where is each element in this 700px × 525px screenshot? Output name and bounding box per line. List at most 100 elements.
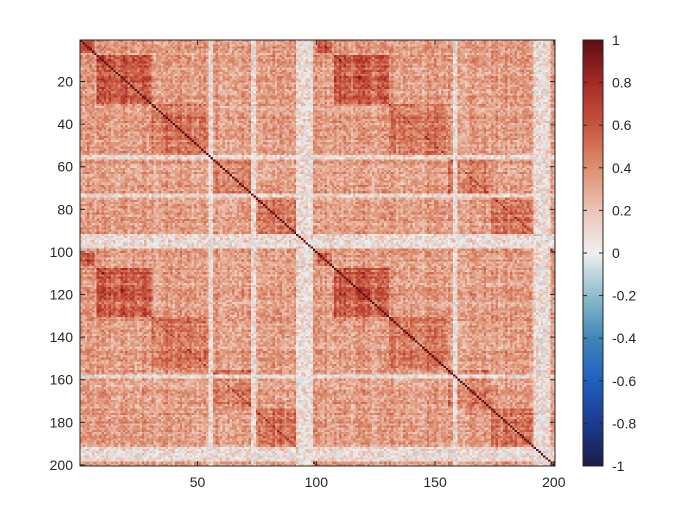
heatmap-cell	[223, 74, 226, 76]
heatmap-cell	[379, 78, 382, 80]
heatmap-cell	[120, 42, 123, 44]
heatmap-cell	[325, 55, 328, 57]
heatmap-cell	[462, 57, 465, 59]
heatmap-cell	[180, 53, 183, 55]
heatmap-cell	[189, 59, 192, 61]
heatmap-cell	[541, 63, 544, 65]
heatmap-cell	[90, 63, 93, 65]
heatmap-cell	[479, 49, 482, 51]
heatmap-cell	[161, 57, 164, 59]
heatmap-cell	[120, 76, 123, 78]
heatmap-cell	[503, 55, 506, 57]
heatmap-cell	[258, 78, 261, 80]
heatmap-cell	[208, 72, 211, 74]
heatmap-cell	[500, 55, 503, 57]
heatmap-cell	[118, 72, 121, 74]
heatmap-cell	[337, 55, 340, 57]
heatmap-cell	[194, 53, 197, 55]
heatmap-cell	[201, 83, 204, 85]
heatmap-cell	[253, 78, 256, 80]
heatmap-cell	[230, 85, 233, 87]
heatmap-cell	[377, 72, 380, 74]
heatmap-cell	[508, 80, 511, 82]
heatmap-cell	[192, 78, 195, 80]
heatmap-cell	[417, 74, 420, 76]
heatmap-cell	[458, 59, 461, 61]
heatmap-cell	[386, 83, 389, 85]
heatmap-cell	[230, 68, 233, 70]
heatmap-cell	[422, 80, 425, 82]
heatmap-cell	[462, 55, 465, 57]
heatmap-cell	[538, 44, 541, 46]
heatmap-cell	[382, 46, 385, 48]
heatmap-cell	[94, 59, 97, 61]
heatmap-cell	[111, 51, 114, 53]
heatmap-cell	[187, 66, 190, 68]
heatmap-cell	[498, 70, 501, 72]
heatmap-cell	[268, 49, 271, 51]
heatmap-cell	[101, 70, 104, 72]
heatmap-cell	[543, 74, 546, 76]
heatmap-cell	[436, 74, 439, 76]
heatmap-cell	[318, 83, 321, 85]
heatmap-cell	[144, 66, 147, 68]
heatmap-cell	[199, 72, 202, 74]
heatmap-cell	[185, 44, 188, 46]
heatmap-cell	[85, 53, 88, 55]
heatmap-cell	[284, 66, 287, 68]
heatmap-cell	[125, 76, 128, 78]
heatmap-cell	[370, 55, 373, 57]
heatmap-cell	[524, 83, 527, 85]
heatmap-cell	[173, 70, 176, 72]
heatmap-cell	[265, 46, 268, 48]
heatmap-cell	[270, 66, 273, 68]
heatmap-cell	[87, 83, 90, 85]
heatmap-cell	[489, 61, 492, 63]
heatmap-cell	[389, 80, 392, 82]
heatmap-cell	[389, 42, 392, 44]
heatmap-cell	[479, 66, 482, 68]
heatmap-cell	[301, 57, 304, 59]
heatmap-cell	[272, 44, 275, 46]
heatmap-cell	[180, 83, 183, 85]
heatmap-cell	[201, 72, 204, 74]
heatmap-cell	[208, 53, 211, 55]
heatmap-cell	[467, 72, 470, 74]
heatmap-cell	[500, 49, 503, 51]
heatmap-cell	[503, 74, 506, 76]
heatmap-cell	[194, 80, 197, 82]
heatmap-cell	[512, 83, 515, 85]
heatmap-cell	[398, 74, 401, 76]
heatmap-cell	[505, 44, 508, 46]
heatmap-cell	[313, 83, 316, 85]
heatmap-cell	[484, 53, 487, 55]
heatmap-cell	[137, 74, 140, 76]
heatmap-cell	[394, 66, 397, 68]
heatmap-cell	[455, 74, 458, 76]
heatmap-cell	[465, 44, 468, 46]
heatmap-cell	[477, 51, 480, 53]
heatmap-cell	[548, 66, 551, 68]
heatmap-cell	[394, 42, 397, 44]
heatmap-cell	[291, 83, 294, 85]
heatmap-cell	[135, 53, 138, 55]
heatmap-cell	[341, 63, 344, 65]
heatmap-cell	[372, 46, 375, 48]
heatmap-cell	[417, 66, 420, 68]
heatmap-cell	[527, 46, 530, 48]
heatmap-cell	[505, 53, 508, 55]
heatmap-cell	[237, 55, 240, 57]
heatmap-cell	[156, 44, 159, 46]
heatmap-cell	[199, 61, 202, 63]
heatmap-cell	[249, 68, 252, 70]
heatmap-cell	[432, 78, 435, 80]
heatmap-cell	[348, 83, 351, 85]
heatmap-cell	[154, 46, 157, 48]
heatmap-cell	[365, 76, 368, 78]
heatmap-cell	[149, 72, 152, 74]
heatmap-cell	[180, 46, 183, 48]
heatmap-cell	[125, 74, 128, 76]
heatmap-cell	[344, 57, 347, 59]
heatmap-cell	[415, 63, 418, 65]
heatmap-cell	[458, 46, 461, 48]
